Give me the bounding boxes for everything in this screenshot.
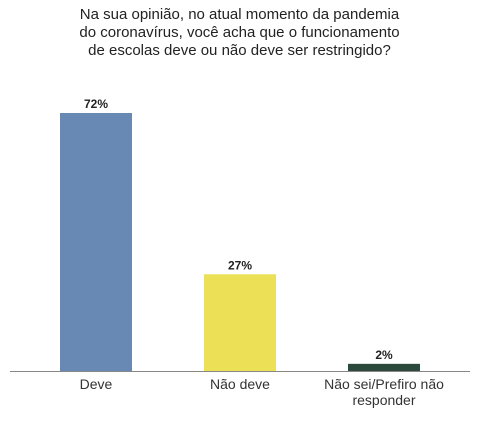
- data-label: 72%: [84, 97, 108, 111]
- bar: [348, 363, 420, 371]
- chart-title-line: de escolas deve ou não deve ser restring…: [88, 42, 391, 59]
- x-tick-label: Não deve: [210, 376, 270, 392]
- data-label: 27%: [228, 258, 252, 272]
- data-labels: 72% 27% 2%: [84, 97, 393, 362]
- bars: [60, 113, 420, 371]
- chart-title: Na sua opinião, no atual momento da pand…: [79, 6, 399, 59]
- x-tick-label: responder: [352, 392, 415, 408]
- bar: [60, 113, 132, 371]
- data-label: 2%: [375, 348, 393, 362]
- bar: [204, 274, 276, 371]
- x-tick-label: Não sei/Prefiro não: [324, 376, 444, 392]
- chart-title-line: Na sua opinião, no atual momento da pand…: [80, 6, 400, 23]
- chart-title-line: do coronavírus, você acha que o funciona…: [79, 24, 399, 41]
- x-tick-label: Deve: [80, 376, 113, 392]
